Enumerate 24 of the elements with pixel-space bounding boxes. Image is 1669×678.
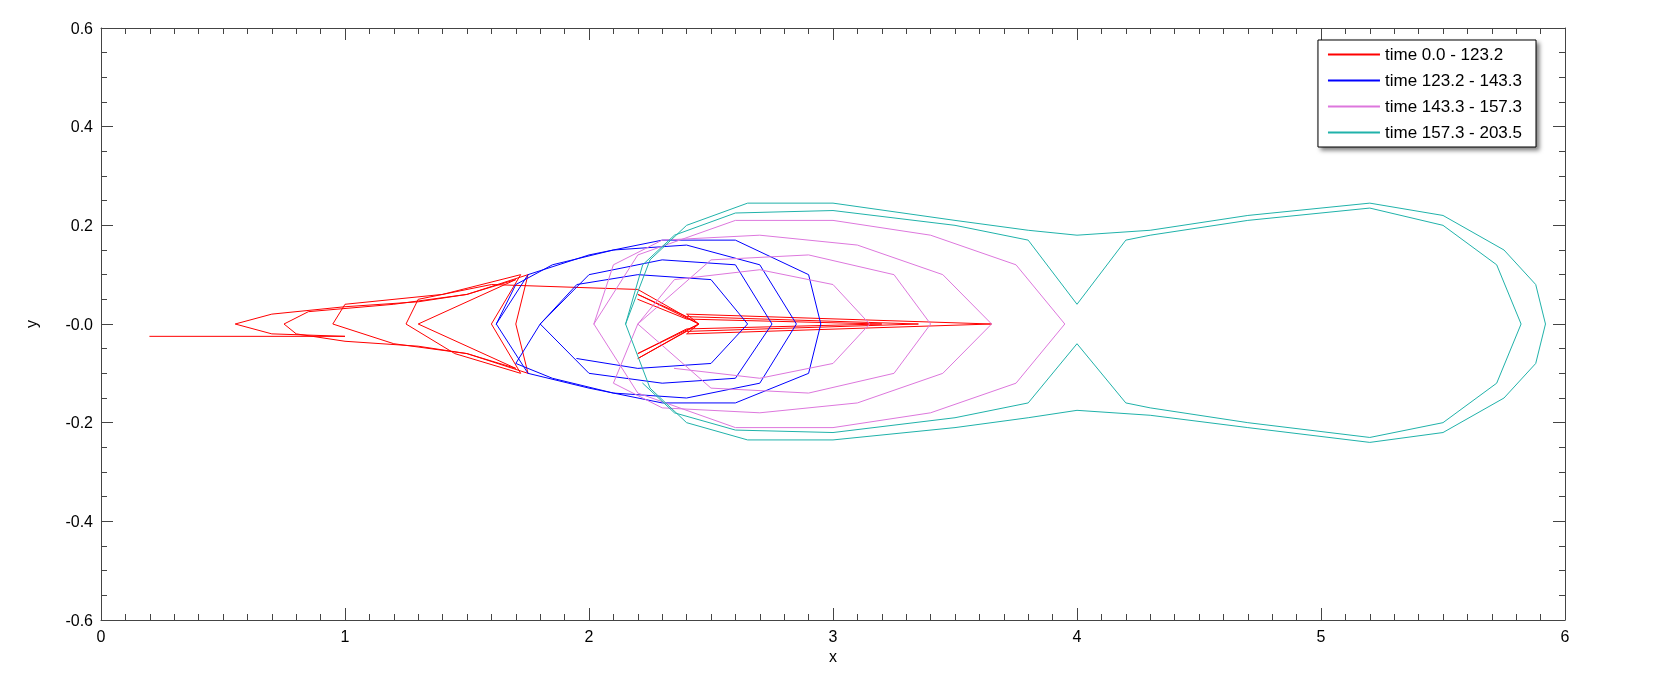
y-tick-label: 0.4	[70, 118, 94, 136]
y-tick-label: -0.2	[65, 414, 94, 432]
line-series	[495, 239, 822, 404]
legend-label: time 143.3 - 157.3	[1384, 97, 1522, 116]
y-tick-label: 0.2	[70, 216, 94, 234]
x-tick-label: 3	[828, 627, 838, 645]
y-tick-label: 0.6	[70, 19, 94, 37]
y-tick-label: -0.0	[65, 315, 94, 333]
line-series	[149, 274, 993, 374]
x-tick-label: 5	[1316, 627, 1326, 645]
x-tick-label: 2	[584, 627, 594, 645]
x-tick-label: 4	[1072, 627, 1082, 645]
line-series	[625, 202, 1546, 443]
line-series	[593, 219, 1066, 429]
legend-label: time 123.2 - 143.3	[1384, 71, 1522, 90]
x-tick-label: 0	[96, 627, 106, 645]
y-tick-label: -0.6	[65, 611, 94, 629]
x-axis-title: x	[829, 648, 837, 666]
legend-label: time 157.3 - 203.5	[1384, 123, 1522, 142]
y-tick-label: -0.4	[65, 512, 94, 530]
x-tick-label: 6	[1560, 627, 1570, 645]
x-tick-label: 1	[340, 627, 350, 645]
legend-label: time 0.0 - 123.2	[1384, 45, 1504, 64]
y-axis-title: y	[22, 320, 40, 328]
